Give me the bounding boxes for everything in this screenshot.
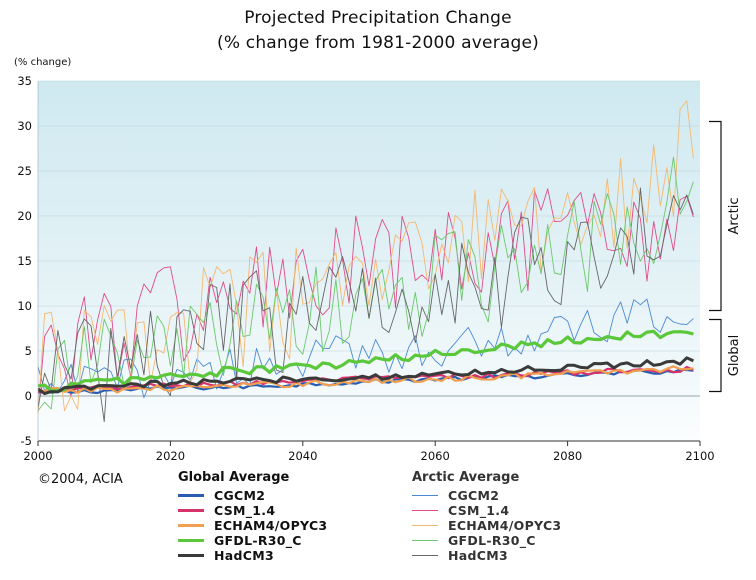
copyright: ©2004, ACIA (38, 472, 123, 487)
legend-swatch (178, 494, 204, 497)
series-line-arctic-gfdl-r30-c (38, 156, 694, 411)
y-axis-label: (% change) (14, 57, 72, 68)
legend-label: CSM_1.4 (214, 503, 276, 518)
legend-item: ECHAM4/OPYC3 (178, 518, 327, 533)
legend-arctic: Arctic Average CGCM2 CSM_1.4 ECHAM4/OPYC3 G… (412, 470, 561, 563)
y-tick-label: 15 (17, 254, 32, 268)
bracket-label-arctic: Arctic (727, 198, 742, 235)
y-tick-label: 0 (25, 389, 32, 403)
chart-title: Projected Precipitation Change (244, 8, 512, 28)
y-tick-label: -5 (21, 434, 32, 448)
legend-arctic-title: Arctic Average (412, 470, 520, 485)
x-tick-label: 2040 (288, 449, 317, 463)
legend-swatch (178, 554, 204, 557)
y-tick-label: 35 (17, 74, 32, 88)
x-tick-label: 2000 (23, 449, 52, 463)
legend-label: GFDL-R30_C (214, 533, 302, 548)
y-tick-label: 30 (17, 119, 32, 133)
legend-swatch (412, 555, 438, 556)
legend-item: CGCM2 (178, 488, 327, 503)
legend-item: HadCM3 (178, 548, 327, 563)
legend-label: CGCM2 (214, 488, 266, 503)
legend-swatch (412, 525, 438, 526)
series-line-arctic-echam4-opyc3 (38, 100, 694, 415)
legend-label: ECHAM4/OPYC3 (214, 518, 328, 533)
chart-svg: -5 0 5 10 15 20 25 30 35 2000 2020 2040 2060 2080 2100… (17, 74, 742, 463)
legend-item: CSM_1.4 (178, 503, 327, 518)
bracket-label-global: Global (727, 335, 742, 376)
legend-swatch (412, 540, 438, 541)
bracket-global (709, 318, 722, 393)
chart-subtitle: (% change from 1981-2000 average) (216, 33, 539, 53)
legend-label: CSM_1.4 (448, 503, 510, 518)
legend-label: GFDL-R30_C (448, 533, 536, 548)
legend-label: CGCM2 (448, 488, 500, 503)
bracket-arctic (709, 120, 722, 312)
legend-item: GFDL-R30_C (412, 533, 561, 548)
series-line-arctic-hadcm3 (38, 187, 694, 423)
legend-swatch (178, 539, 204, 542)
legend-label: HadCM3 (448, 548, 508, 563)
series-line-global-echam4-opyc3 (38, 365, 694, 394)
legend-swatch (178, 509, 204, 512)
legend-item: CGCM2 (412, 488, 561, 503)
x-tick-label: 2080 (553, 449, 582, 463)
series-line-global-hadcm3 (38, 356, 695, 395)
legend-label: ECHAM4/OPYC3 (448, 518, 562, 533)
y-tick-label: 5 (25, 344, 32, 358)
x-tick-label: 2060 (421, 449, 450, 463)
y-tick-label: 20 (17, 209, 32, 223)
legend-swatch (412, 510, 438, 511)
legend-swatch (178, 524, 204, 527)
series-line-global-gfdl-r30-c (38, 329, 694, 393)
series-line-arctic-csm-1-4 (38, 188, 694, 414)
x-tick-label: 2020 (156, 449, 185, 463)
legend-item: GFDL-R30_C (178, 533, 327, 548)
legend-swatch (412, 495, 438, 496)
legend-global: Global Average CGCM2 CSM_1.4 ECHAM4/OPYC3 G… (178, 470, 327, 563)
legend-item: CSM_1.4 (412, 503, 561, 518)
y-tick-label: 25 (17, 164, 32, 178)
x-tick-label: 2100 (685, 449, 714, 463)
legend-item: HadCM3 (412, 548, 561, 563)
y-tick-label: 10 (17, 299, 32, 313)
legend-global-title: Global Average (178, 470, 290, 485)
legend-item: ECHAM4/OPYC3 (412, 518, 561, 533)
legend-label: HadCM3 (214, 548, 274, 563)
